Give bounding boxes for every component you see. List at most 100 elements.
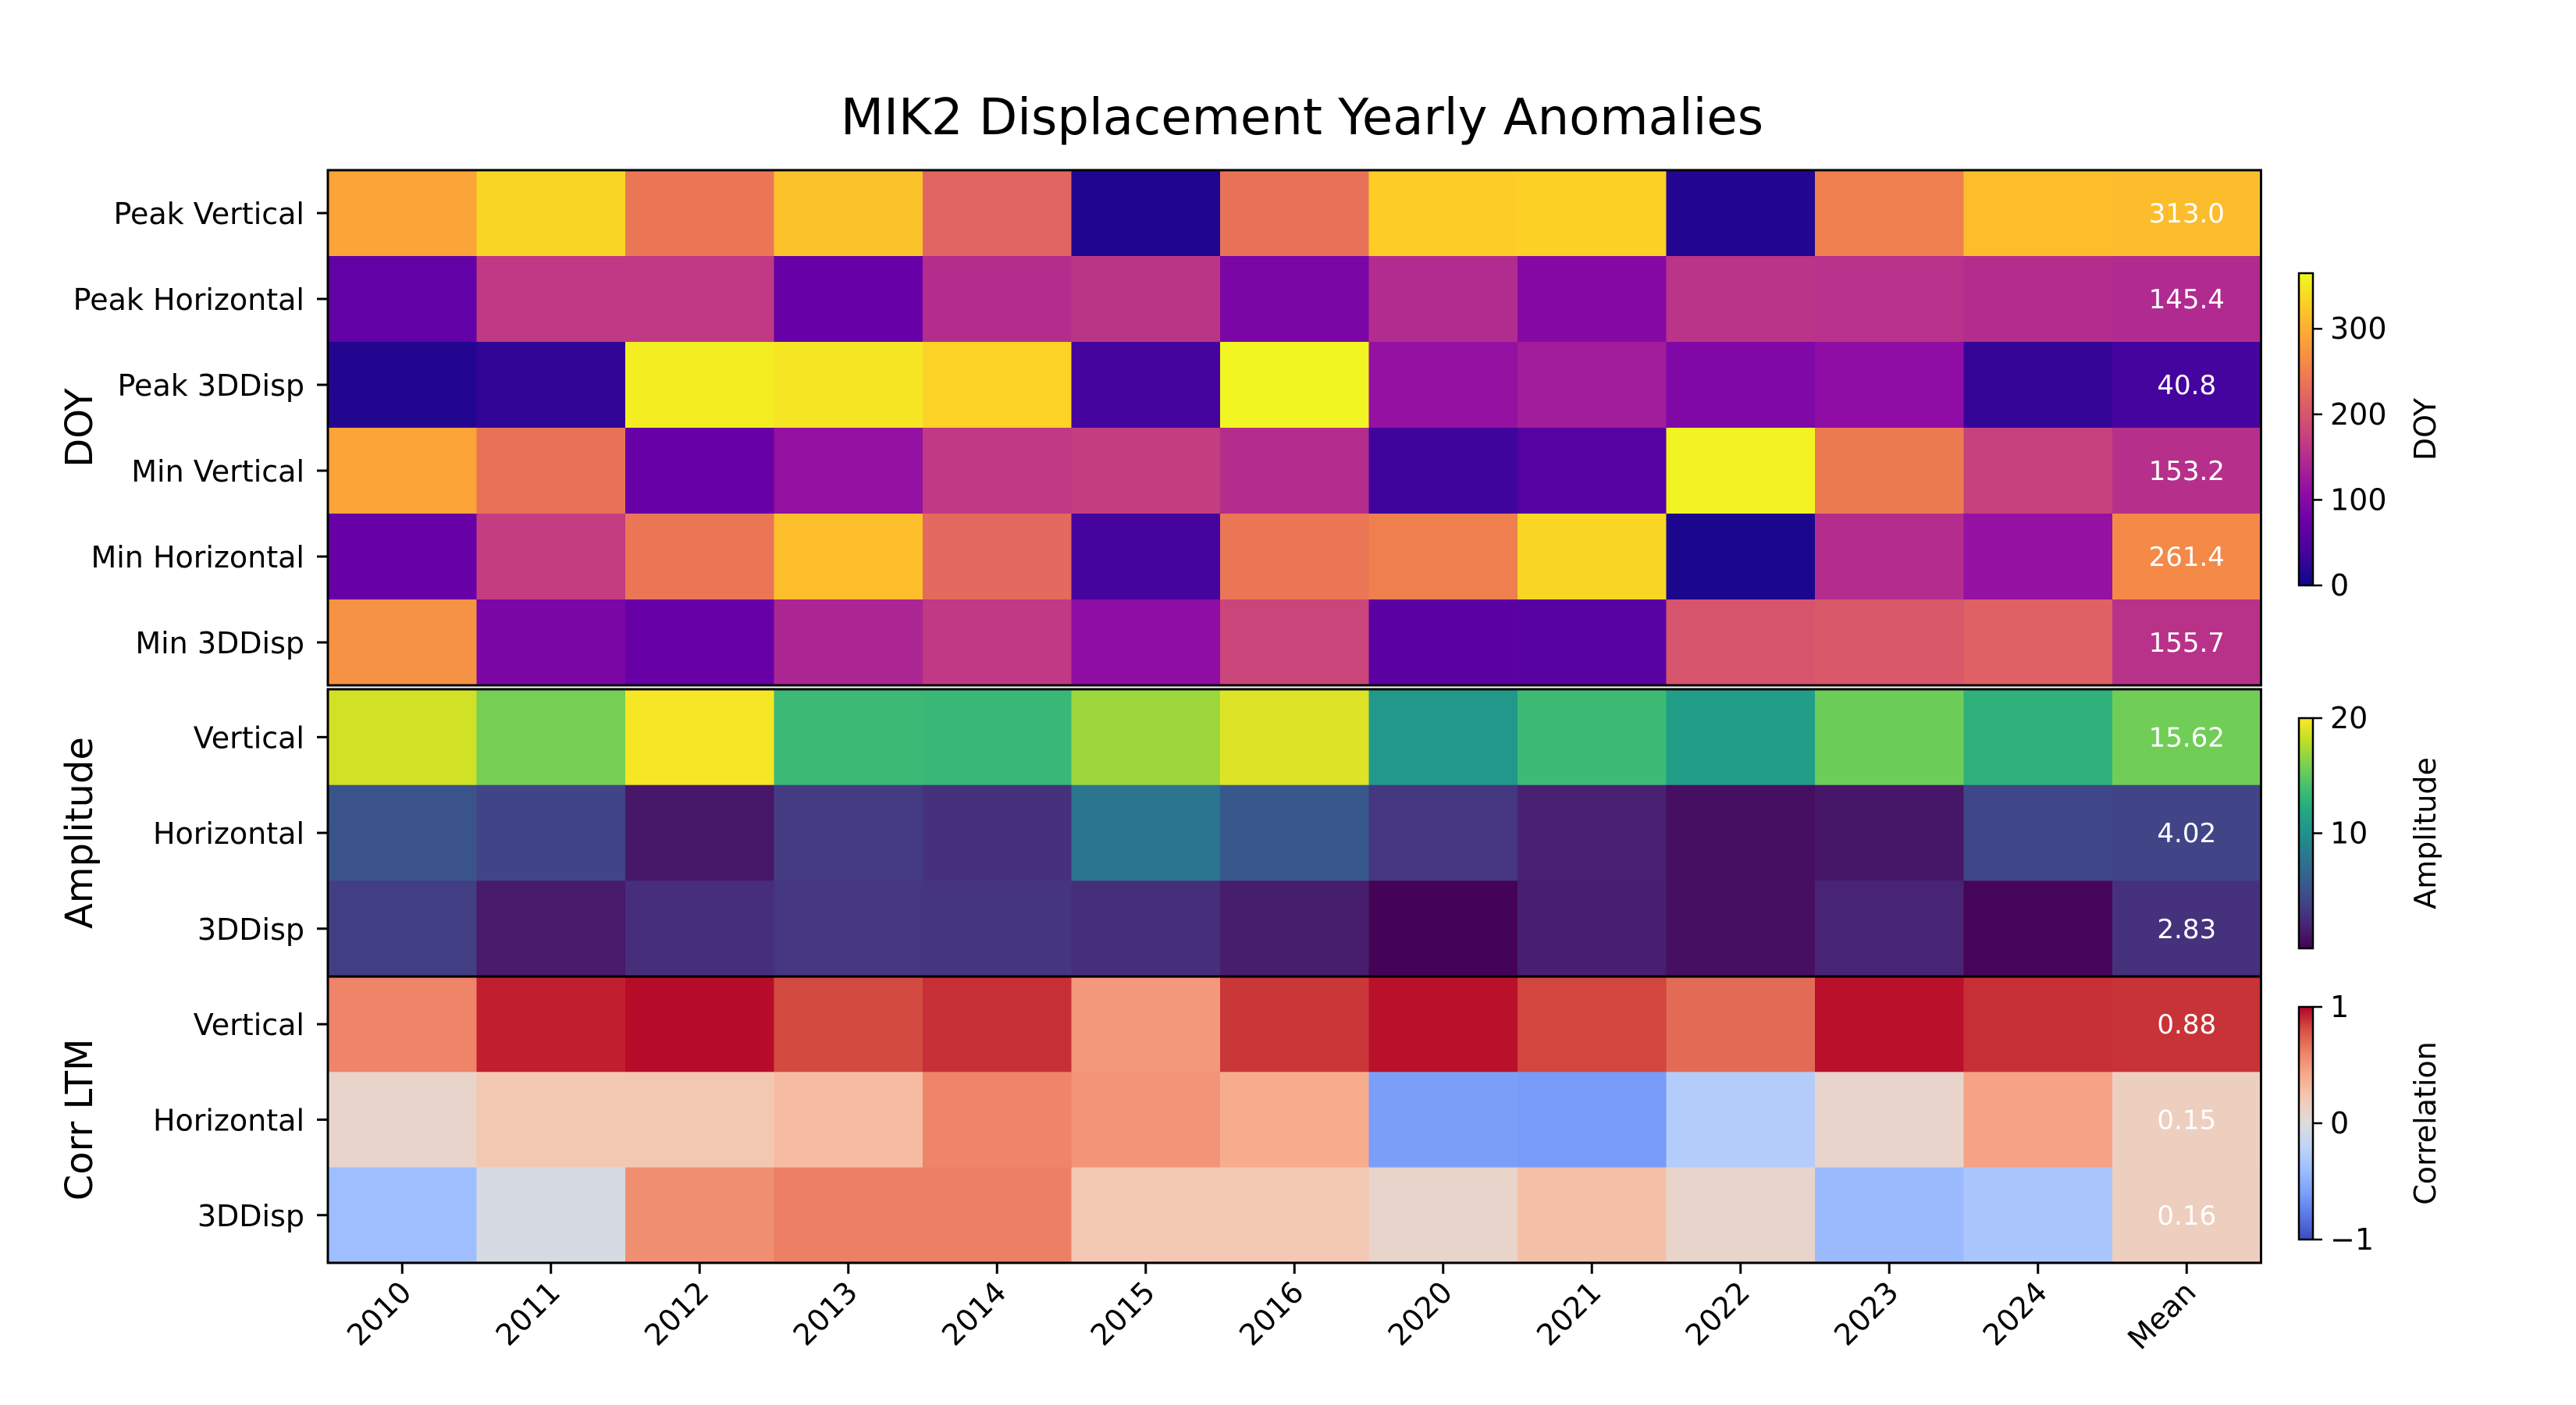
heatmap-cell-corr-3ddisp-2024 xyxy=(1963,1167,2113,1264)
heatmap-cell-amplitude-horizontal-2014 xyxy=(923,784,1073,881)
row-label: Peak Horizontal xyxy=(73,283,304,317)
heatmap-cell-doy-peak-vertical-2020 xyxy=(1368,170,1518,257)
heatmap-cell-doy-min-horizontal-2014 xyxy=(923,514,1073,600)
heatmap-cell-doy-peak-horizontal-2015 xyxy=(1071,256,1221,343)
heatmap-cell-amplitude-vertical-2013 xyxy=(774,689,923,786)
colorbar-label: DOY xyxy=(2408,397,2443,461)
row-label: 3DDisp xyxy=(197,912,304,947)
heatmap-cell-doy-peak-vertical-2015 xyxy=(1071,170,1221,257)
heatmap-cell-amplitude-horizontal-2013 xyxy=(774,784,923,881)
x-tick-label: 2010 xyxy=(340,1275,418,1353)
colorbar-corr xyxy=(2297,1005,2314,1241)
heatmap-cell-corr-horizontal-2021 xyxy=(1517,1072,1667,1168)
heatmap-cell-doy-peak-vertical-2021 xyxy=(1517,170,1667,257)
heatmap-cell-amplitude-3ddisp-2024 xyxy=(1963,880,2113,977)
heatmap-cell-corr-vertical-2023 xyxy=(1815,976,1965,1072)
heatmap-cell-amplitude-3ddisp-2011 xyxy=(476,880,626,977)
heatmap-cell-corr-horizontal-2011 xyxy=(476,1072,626,1168)
heatmap-cell-amplitude-horizontal-2012 xyxy=(625,784,775,881)
x-tick-label: Mean xyxy=(2121,1275,2202,1356)
colorbar-tick-label: 10 xyxy=(2330,816,2368,851)
colorbar-tick-label: 1 xyxy=(2330,990,2349,1024)
heatmap-cell-doy-min-vertical-2024 xyxy=(1963,428,2113,514)
heatmap-cell-doy-min-horizontal-2024 xyxy=(1963,514,2113,600)
heatmap-cell-doy-peak-horizontal-2014 xyxy=(923,256,1073,343)
row-label: Min 3DDisp xyxy=(135,626,304,660)
heatmap-cell-doy-min-3ddisp-2010 xyxy=(328,599,478,686)
group-label: Amplitude xyxy=(58,737,101,929)
heatmap-cell-doy-min-vertical-2022 xyxy=(1666,428,1816,514)
heatmap-cell-corr-horizontal-2016 xyxy=(1220,1072,1370,1168)
heatmap-cell-amplitude-vertical-2016 xyxy=(1220,689,1370,786)
heatmap-cell-doy-min-vertical-2014 xyxy=(923,428,1073,514)
heatmap-cell-corr-3ddisp-mean xyxy=(2112,1167,2262,1264)
heatmap-cell-corr-vertical-2021 xyxy=(1517,976,1667,1072)
heatmap-cell-doy-min-horizontal-2016 xyxy=(1220,514,1370,600)
heatmap-cell-corr-vertical-2024 xyxy=(1963,976,2113,1072)
x-tick-label: 2022 xyxy=(1679,1275,1757,1353)
heatmap-cell-doy-peak-3ddisp-2022 xyxy=(1666,342,1816,429)
heatmap-cell-doy-peak-horizontal-2013 xyxy=(774,256,923,343)
x-tick-label: 2023 xyxy=(1827,1275,1905,1353)
heatmap-cell-doy-peak-vertical-mean xyxy=(2112,170,2262,257)
heatmap-cell-corr-horizontal-2012 xyxy=(625,1072,775,1168)
heatmap-cell-doy-peak-3ddisp-2010 xyxy=(328,342,478,429)
heatmap-cell-doy-min-vertical-2021 xyxy=(1517,428,1667,514)
heatmap-cell-doy-min-3ddisp-2020 xyxy=(1368,599,1518,686)
heatmap-cell-doy-min-vertical-2016 xyxy=(1220,428,1370,514)
heatmap-cell-doy-min-3ddisp-2023 xyxy=(1815,599,1965,686)
heatmap-cell-corr-vertical-2013 xyxy=(774,976,923,1072)
heatmap-cell-corr-horizontal-2014 xyxy=(923,1072,1073,1168)
heatmap-cell-doy-min-3ddisp-2011 xyxy=(476,599,626,686)
heatmap-cell-amplitude-vertical-mean xyxy=(2112,689,2262,786)
x-tick-label: 2020 xyxy=(1382,1275,1460,1353)
heatmap-cell-corr-vertical-2022 xyxy=(1666,976,1816,1072)
heatmap-cell-corr-vertical-2015 xyxy=(1071,976,1221,1072)
heatmap-cell-corr-vertical-2011 xyxy=(476,976,626,1072)
heatmap-cell-doy-min-vertical-2012 xyxy=(625,428,775,514)
heatmap-cell-doy-peak-horizontal-2023 xyxy=(1815,256,1965,343)
mean-value-label: 155.7 xyxy=(2149,628,2225,659)
heatmap-cell-corr-3ddisp-2012 xyxy=(625,1167,775,1264)
heatmap-cell-doy-peak-horizontal-2024 xyxy=(1963,256,2113,343)
heatmap-cell-corr-vertical-2010 xyxy=(328,976,478,1072)
heatmap-cell-amplitude-vertical-2024 xyxy=(1963,689,2113,786)
heatmap-cell-amplitude-vertical-2010 xyxy=(328,689,478,786)
heatmap-cell-doy-min-vertical-2015 xyxy=(1071,428,1221,514)
heatmap-cell-doy-peak-vertical-2010 xyxy=(328,170,478,257)
colorbar-tick-label: 100 xyxy=(2330,482,2387,517)
heatmap-cell-doy-min-3ddisp-2012 xyxy=(625,599,775,686)
mean-value-label: 15.62 xyxy=(2149,722,2225,753)
heatmap-cell-doy-peak-vertical-2011 xyxy=(476,170,626,257)
heatmap-cell-amplitude-3ddisp-2023 xyxy=(1815,880,1965,977)
colorbar-label: Amplitude xyxy=(2408,757,2443,909)
heatmap-cell-doy-min-vertical-2023 xyxy=(1815,428,1965,514)
heatmap-cell-corr-vertical-2016 xyxy=(1220,976,1370,1072)
x-tick-label: 2013 xyxy=(787,1275,865,1353)
x-tick-label: 2016 xyxy=(1233,1275,1311,1353)
heatmap-cell-doy-peak-3ddisp-2020 xyxy=(1368,342,1518,429)
heatmap-cell-doy-peak-horizontal-2010 xyxy=(328,256,478,343)
colorbar-tick-label: 20 xyxy=(2330,701,2368,735)
heatmap-cell-corr-horizontal-2013 xyxy=(774,1072,923,1168)
heatmap-cell-corr-horizontal-mean xyxy=(2112,1072,2262,1168)
heatmap-cell-doy-peak-vertical-2014 xyxy=(923,170,1073,257)
heatmap-cell-amplitude-3ddisp-2013 xyxy=(774,880,923,977)
row-label: Vertical xyxy=(194,1008,304,1042)
heatmap-cell-corr-3ddisp-2013 xyxy=(774,1167,923,1264)
colorbar-tick-label: 0 xyxy=(2330,1106,2349,1140)
heatmap-cell-doy-peak-horizontal-2021 xyxy=(1517,256,1667,343)
heatmap-cell-amplitude-3ddisp-2016 xyxy=(1220,880,1370,977)
row-label: Peak Vertical xyxy=(113,197,304,231)
heatmap-cell-amplitude-horizontal-2016 xyxy=(1220,784,1370,881)
heatmap-cell-corr-3ddisp-2023 xyxy=(1815,1167,1965,1264)
heatmap-cell-amplitude-3ddisp-2012 xyxy=(625,880,775,977)
heatmap-cell-doy-min-horizontal-2010 xyxy=(328,514,478,600)
colorbar-doy xyxy=(2297,272,2314,587)
heatmap-cell-doy-peak-horizontal-2020 xyxy=(1368,256,1518,343)
row-label: Horizontal xyxy=(153,816,304,851)
heatmap-cell-corr-vertical-2020 xyxy=(1368,976,1518,1072)
heatmap-cell-doy-peak-vertical-2022 xyxy=(1666,170,1816,257)
colorbar-tick-label: −1 xyxy=(2330,1222,2374,1257)
